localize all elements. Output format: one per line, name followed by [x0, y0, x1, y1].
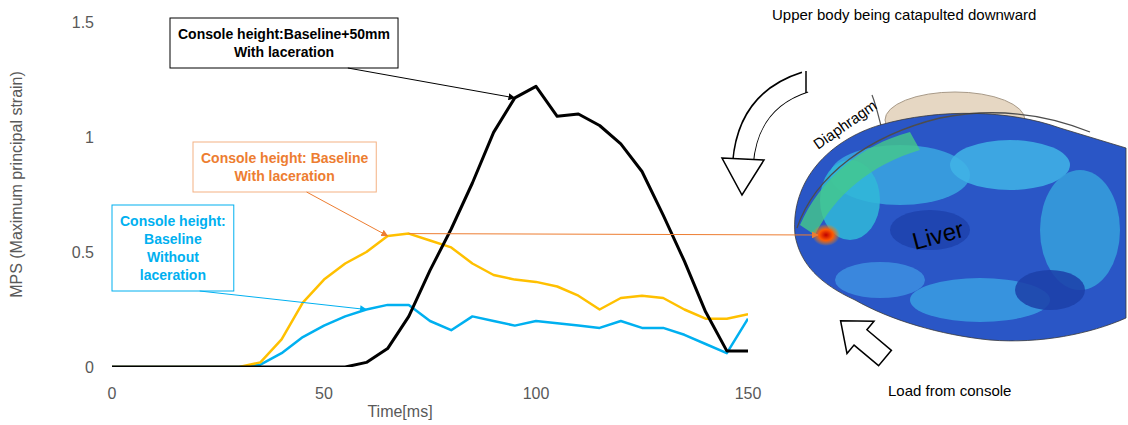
y-axis-title: MPS (Maximum principal strain)	[8, 71, 25, 298]
load-arrow-shape	[827, 305, 898, 374]
series-callout: Console height:Baseline+50mm With lacerat…	[170, 18, 398, 68]
callout-text: Console height: Baseline With laceration	[201, 150, 368, 184]
callout-leader	[348, 68, 515, 98]
x-tick-label: 50	[315, 385, 333, 402]
y-tick-label: 1	[85, 129, 94, 146]
liver	[795, 113, 1126, 341]
x-axis-title: Time[ms]	[367, 403, 432, 420]
series-callout: Console height: Baseline With laceration	[193, 142, 376, 192]
callout-line: Baseline	[144, 231, 202, 247]
callout-line: With laceration	[235, 168, 335, 184]
callout-box	[170, 18, 398, 68]
motion-arrow-head	[722, 158, 764, 195]
series-callout: Console height: Baseline Without laceration	[112, 205, 234, 291]
callout-text: Console height: Baseline Without laceration	[120, 213, 226, 283]
series-line	[112, 305, 748, 367]
callout-leader	[200, 291, 367, 310]
strain-patch	[1015, 270, 1085, 310]
callout-line: laceration	[140, 267, 206, 283]
x-tick-label: 100	[523, 385, 550, 402]
figure: 0 0.5 1 1.5 0 50 100 150 Time[ms] MPS (Maximum pr…	[0, 0, 1128, 425]
load-label: Load from console	[888, 382, 1011, 399]
motion-label: Upper body being catapulted downward	[772, 6, 1036, 23]
callout-line: Console height: Baseline	[201, 150, 368, 166]
motion-arrow-tail	[805, 71, 807, 93]
liver-diagram: Diaphragm Liver	[722, 71, 1126, 374]
laceration-pointer	[409, 234, 818, 235]
y-tick-label: 0	[85, 359, 94, 376]
callout-box	[112, 205, 234, 291]
load-arrow	[827, 305, 898, 374]
callout-line: Without	[147, 249, 199, 265]
callout-box	[193, 142, 376, 192]
plot-lines	[112, 86, 748, 367]
strain-patch	[950, 140, 1070, 190]
callout-line: Console height:	[120, 213, 226, 229]
y-tick-label: 0.5	[72, 244, 94, 261]
callout-leader	[307, 192, 388, 236]
callout-line: With laceration	[234, 44, 334, 60]
liver-outline	[795, 113, 1126, 341]
strain-patch	[835, 262, 925, 298]
motion-arrow-body	[743, 82, 806, 164]
callout-text: Console height:Baseline+50mm With lacerat…	[178, 26, 390, 60]
series-line	[112, 86, 748, 367]
organ-label: Diaphragm	[810, 96, 880, 152]
y-tick-label: 1.5	[72, 14, 94, 31]
organ-label: Liver	[909, 215, 966, 255]
x-tick-label: 0	[108, 385, 117, 402]
callout-line: Console height:Baseline+50mm	[178, 26, 390, 42]
x-tick-label: 150	[735, 385, 762, 402]
